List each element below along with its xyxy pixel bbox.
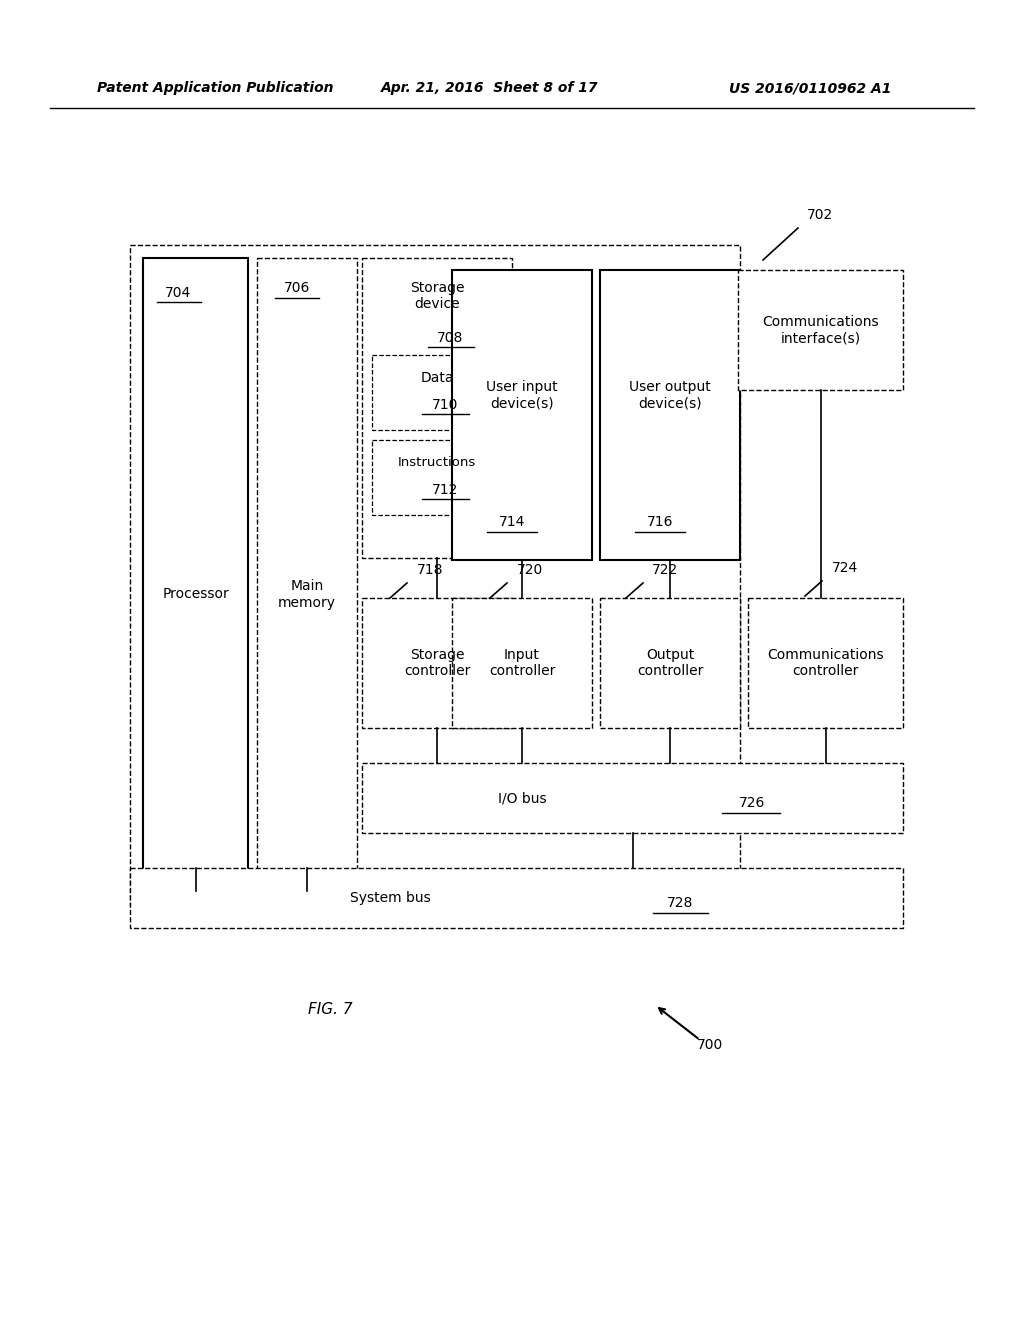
Text: FIG. 7: FIG. 7 [307, 1002, 352, 1018]
Text: 716: 716 [647, 515, 673, 529]
Text: Data: Data [420, 371, 454, 385]
Text: User input
device(s): User input device(s) [486, 380, 558, 411]
Text: Output
controller: Output controller [637, 648, 703, 678]
Text: I/O bus: I/O bus [498, 791, 547, 805]
Text: 714: 714 [499, 515, 525, 529]
Bar [372, 440, 502, 515]
Bar [257, 257, 357, 891]
Bar [130, 246, 740, 906]
Text: US 2016/0110962 A1: US 2016/0110962 A1 [729, 81, 891, 95]
Bar [362, 257, 512, 558]
Bar [362, 763, 903, 833]
Bar [452, 598, 592, 729]
Text: 726: 726 [738, 796, 765, 810]
Text: 724: 724 [831, 561, 858, 576]
Bar [748, 598, 903, 729]
Text: System bus: System bus [349, 891, 430, 906]
Text: Apr. 21, 2016  Sheet 8 of 17: Apr. 21, 2016 Sheet 8 of 17 [381, 81, 599, 95]
Text: 710: 710 [432, 399, 458, 412]
Text: Communications
controller: Communications controller [767, 648, 884, 678]
Bar [600, 598, 740, 729]
Text: Storage
device: Storage device [410, 281, 464, 312]
Text: 706: 706 [284, 281, 310, 294]
Bar [738, 271, 903, 389]
Bar [452, 271, 592, 560]
Text: Communications
interface(s): Communications interface(s) [762, 315, 879, 345]
Text: 704: 704 [165, 286, 191, 300]
Bar [372, 355, 502, 430]
Text: 720: 720 [517, 564, 543, 577]
Text: Input
controller: Input controller [488, 648, 555, 678]
Text: User output
device(s): User output device(s) [629, 380, 711, 411]
Bar [143, 257, 248, 891]
Text: 712: 712 [432, 483, 458, 498]
Text: 702: 702 [807, 209, 834, 222]
Text: 708: 708 [437, 331, 463, 345]
Text: Instructions: Instructions [398, 457, 476, 470]
Text: 722: 722 [652, 564, 678, 577]
Text: 700: 700 [697, 1038, 723, 1052]
Text: 718: 718 [417, 564, 443, 577]
Text: Patent Application Publication: Patent Application Publication [96, 81, 333, 95]
Text: Storage
controller: Storage controller [403, 648, 470, 678]
Text: 728: 728 [667, 896, 693, 909]
Bar [600, 271, 740, 560]
Text: Main
memory: Main memory [278, 579, 336, 610]
Text: Processor: Processor [162, 587, 229, 602]
Bar [362, 598, 512, 729]
Bar [130, 869, 903, 928]
